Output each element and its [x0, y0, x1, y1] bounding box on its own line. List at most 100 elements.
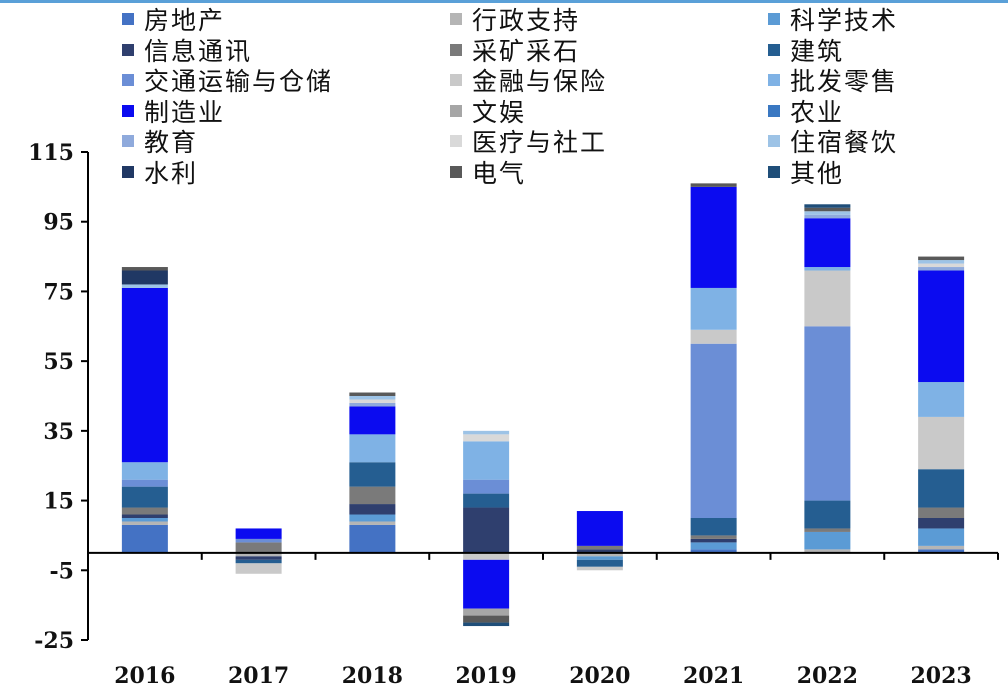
legend-label: 交通运输与仓储: [144, 67, 334, 96]
legend-swatch: [122, 13, 134, 25]
legend-label: 金融与保险: [472, 67, 608, 96]
bar-segment: [121, 521, 168, 525]
bar-segment: [463, 479, 510, 494]
bar-segment: [121, 270, 168, 285]
legend-item: 信息通讯: [122, 35, 253, 66]
bar-segment: [463, 434, 510, 442]
bar-segment: [463, 441, 510, 480]
bar-segment: [121, 486, 168, 508]
legend-swatch: [450, 135, 462, 147]
bar-segment: [804, 267, 851, 271]
bar-segment: [463, 493, 510, 508]
bar-segment: [918, 263, 965, 268]
legend-swatch: [768, 43, 780, 56]
legend-label: 水利: [144, 158, 199, 188]
bar-segment: [576, 566, 623, 571]
bar-segment: [690, 343, 737, 518]
x-tick-label: 2023: [911, 663, 972, 689]
bar-segment: [918, 469, 965, 508]
legend-item: 批发零售: [768, 65, 898, 96]
bar-segment: [576, 545, 623, 550]
bar-segment: [918, 267, 965, 271]
legend-item: 医疗与社工: [450, 126, 608, 157]
bar-segment: [463, 608, 510, 616]
bar-segment: [349, 392, 396, 396]
y-tick-label: 35: [43, 419, 74, 445]
bar-segment: [804, 528, 851, 532]
legend-item: 采矿采石: [450, 35, 581, 66]
legend-item: 建筑: [768, 35, 845, 66]
bar-segment: [349, 399, 396, 403]
bar-segment: [463, 507, 510, 553]
bar-segment: [576, 559, 623, 567]
bar-segment: [235, 528, 282, 539]
legend-label: 教育: [144, 128, 199, 157]
legend-swatch: [122, 135, 134, 147]
legend-swatch: [768, 165, 780, 178]
bar-segment: [918, 260, 965, 264]
bar-segment: [349, 402, 396, 407]
bar-segment: [918, 507, 965, 518]
legend-label: 制造业: [144, 97, 226, 127]
bar-segment: [804, 214, 851, 219]
bar-segment: [235, 556, 282, 560]
y-tick-label: 95: [43, 210, 74, 236]
bar-segment: [235, 552, 282, 557]
bar-segment: [690, 183, 737, 187]
legend-swatch: [122, 165, 134, 178]
bar-segment: [804, 211, 851, 215]
bar-segment: [349, 486, 396, 505]
legend-swatch: [450, 13, 462, 25]
bar-segment: [918, 382, 965, 417]
bar-segment: [804, 218, 851, 268]
legend-label: 建筑: [790, 36, 845, 66]
x-tick-label: 2020: [569, 663, 630, 689]
legend-label: 科学技术: [790, 6, 899, 35]
legend-label: 行政支持: [472, 6, 581, 35]
bar-segment: [576, 549, 623, 553]
chart-legend: 房地产 行政支持 科学技术 信息通讯 采矿采石 建筑 交通运输与仓储 金融与保险 批发零售 制造业…: [0, 4, 1008, 190]
legend-item: 行政支持: [450, 4, 581, 35]
legend-item: 电气: [450, 157, 527, 188]
legend-item: 制造业: [122, 96, 226, 127]
bar-segment: [463, 622, 510, 627]
legend-item: 其他: [768, 157, 844, 188]
legend-swatch: [450, 74, 462, 86]
legend-item: 科学技术: [768, 4, 899, 35]
bar-segment: [690, 549, 737, 553]
bar-segment: [121, 462, 168, 480]
bar-segment: [121, 267, 168, 271]
bar-segment: [918, 545, 965, 550]
legend-label: 信息通讯: [144, 36, 253, 66]
bar-segment: [918, 549, 965, 553]
legend-swatch: [122, 74, 134, 86]
bar-segment: [121, 518, 168, 522]
legend-swatch: [122, 43, 134, 56]
bar-segment: [349, 524, 396, 553]
legend-label: 住宿餐饮: [790, 128, 899, 157]
y-tick-label: 75: [43, 279, 74, 305]
bar-segment: [463, 552, 510, 560]
legend-item: 交通运输与仓储: [122, 65, 334, 96]
bar-segment: [235, 542, 282, 553]
legend-label: 采矿采石: [472, 36, 581, 66]
x-tick-label: 2018: [342, 663, 403, 689]
top-border-rule: [0, 0, 1008, 3]
legend-label: 文娱: [472, 97, 527, 127]
y-tick-label: -5: [50, 558, 74, 584]
bar-segment: [121, 284, 168, 288]
legend-label: 医疗与社工: [472, 128, 608, 157]
bar-segment: [121, 507, 168, 515]
bar-segment: [690, 518, 737, 536]
legend-label: 电气: [472, 158, 527, 188]
bar-segment: [463, 615, 510, 623]
bar-segment: [690, 287, 737, 330]
bar-segment: [576, 552, 623, 557]
x-tick-label: 2019: [456, 663, 517, 689]
bar-segment: [690, 329, 737, 344]
bar-segment: [576, 556, 623, 560]
legend-swatch: [768, 104, 780, 117]
x-tick-label: 2022: [797, 663, 858, 689]
bar-segment: [235, 559, 282, 564]
